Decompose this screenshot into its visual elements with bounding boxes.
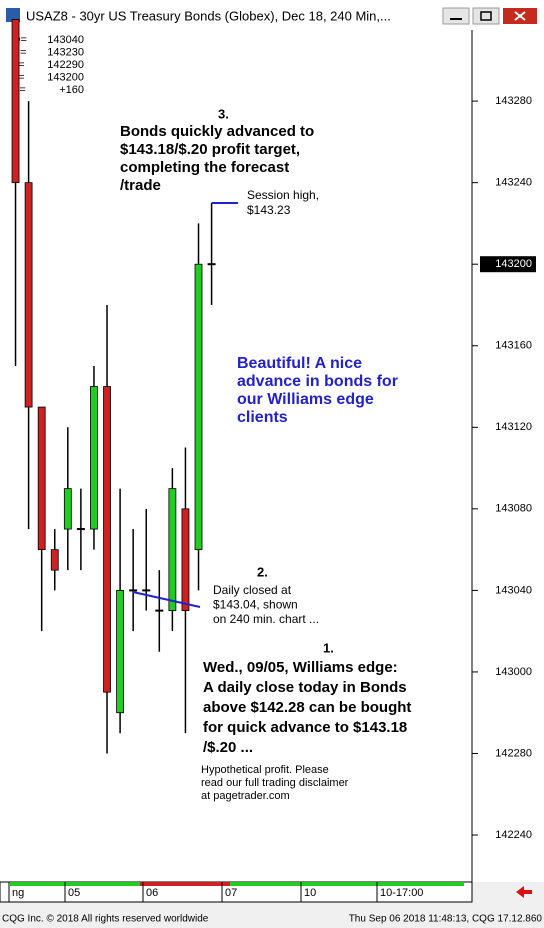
window-title: USAZ8 - 30yr US Treasury Bonds (Globex),… [26, 8, 391, 23]
footer-right: Thu Sep 06 2018 11:48:13, CQG 17.12.860 [349, 914, 543, 925]
header-value: +160 [59, 84, 84, 96]
window-buttons[interactable] [442, 7, 537, 25]
annotation: above $142.28 can be bought [203, 699, 411, 716]
pointer-line [132, 591, 201, 608]
header-value: 143040 [47, 34, 84, 46]
annotation: 3. [218, 106, 229, 121]
annotation: $143.18/$.20 profit target, [120, 141, 300, 158]
annotation: 2. [257, 564, 268, 579]
annotation: completing the forecast [120, 159, 289, 176]
session-strip-red [140, 882, 230, 886]
app-icon [6, 8, 20, 22]
candle-body [90, 386, 98, 530]
session-label: 07 [225, 887, 237, 899]
candle-body [194, 263, 203, 551]
y-tick-label: 143040 [495, 584, 532, 596]
maximize-icon [480, 11, 492, 21]
header-value: 142290 [47, 59, 84, 71]
session-strip [10, 882, 464, 886]
annotation: $143.23 [247, 203, 291, 217]
session-label: 10-17:00 [380, 887, 423, 899]
header-value: 143200 [47, 71, 84, 83]
y-tick-label: 142240 [495, 829, 532, 841]
annotation: at pagetrader.com [201, 790, 290, 802]
plot-area [0, 30, 472, 882]
session-label: 10 [304, 887, 316, 899]
y-tick-label: 143160 [495, 340, 532, 352]
annotation: Session high, [247, 188, 319, 202]
session-label: 06 [146, 887, 158, 899]
annotation: Bonds quickly advanced to [120, 123, 314, 140]
annotation: Daily closed at [213, 583, 292, 597]
session-label: 05 [68, 887, 80, 899]
y-tick-label: 143000 [495, 666, 532, 678]
annotation: Beautiful! A nice [237, 355, 362, 372]
annotation: 1. [323, 640, 334, 655]
y-tick-label: 143080 [495, 503, 532, 515]
annotation: /$.20 ... [203, 739, 253, 756]
scroll-arrow[interactable] [516, 886, 532, 898]
candle-body [11, 19, 20, 184]
candle-body [24, 182, 33, 408]
candle-body [181, 508, 190, 612]
annotation: on 240 min. chart ... [213, 612, 319, 626]
candle-body [116, 589, 124, 714]
close-icon [514, 11, 526, 21]
y-tick-label: 143200 [495, 258, 532, 270]
annotation: /trade [120, 177, 161, 194]
maximize-button[interactable] [472, 7, 500, 25]
session-label: ng [12, 887, 24, 899]
candle-body [50, 549, 59, 571]
y-tick-label: 142280 [495, 747, 532, 759]
annotation: our Williams edge [237, 391, 374, 408]
candle-body [37, 406, 46, 551]
last-price-box [480, 256, 536, 273]
annotation: advance in bonds for [237, 373, 398, 390]
annotation: Wed., 09/05, Williams edge: [203, 659, 398, 676]
annotation: for quick advance to $143.18 [203, 719, 407, 736]
annotation: read our full trading disclaimer [201, 777, 349, 789]
y-axis-area [472, 30, 544, 882]
candle-body [63, 488, 72, 530]
candle-body [168, 488, 177, 612]
y-tick-label: 143240 [495, 177, 532, 189]
header-value: 143230 [47, 46, 84, 58]
footer-left: CQG Inc. © 2018 All rights reserved worl… [2, 914, 209, 925]
annotation: A daily close today in Bonds [203, 679, 407, 696]
minimize-button[interactable] [442, 7, 470, 25]
y-tick-label: 143280 [495, 95, 532, 107]
y-tick-label: 143120 [495, 421, 532, 433]
annotation: clients [237, 409, 288, 426]
candle-body [103, 386, 111, 693]
annotation: Hypothetical profit. Please [201, 764, 329, 776]
annotation: $143.04, shown [213, 598, 298, 612]
